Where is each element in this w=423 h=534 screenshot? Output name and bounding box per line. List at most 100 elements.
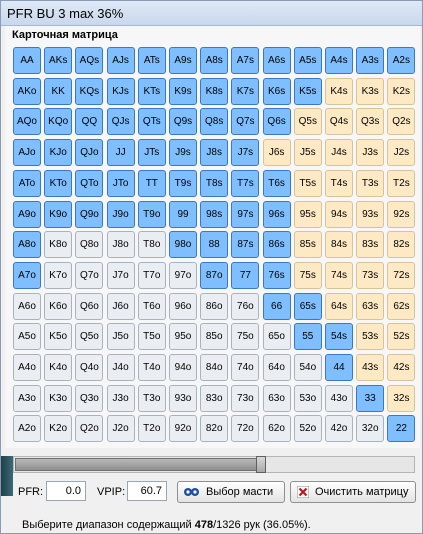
clear-matrix-button[interactable]: Очистить матрицу (290, 481, 416, 503)
hand-cell-a3s[interactable]: A3s (356, 47, 385, 74)
hand-cell-a5s[interactable]: A5s (293, 47, 322, 74)
hand-cell-a8s[interactable]: A8s (200, 47, 229, 74)
hand-cell-t4s[interactable]: T4s (325, 169, 353, 197)
hand-cell-a7o[interactable]: A7o (13, 261, 41, 289)
hand-cell-kts[interactable]: KTs (137, 77, 166, 105)
hand-cell-tt[interactable]: TT (137, 169, 166, 197)
hand-cell-q6o[interactable]: Q6o (75, 292, 104, 320)
hand-cell-k4s[interactable]: K4s (325, 77, 353, 105)
hand-cell-t6s[interactable]: T6s (262, 169, 291, 197)
hand-cell-76o[interactable]: 76o (231, 292, 260, 320)
hand-cell-63o[interactable]: 63o (262, 384, 291, 412)
hand-cell-a9s[interactable]: A9s (169, 47, 197, 74)
hand-cell-k6s[interactable]: K6s (262, 77, 291, 105)
hand-cell-j6o[interactable]: J6o (106, 292, 135, 320)
hand-cell-a6s[interactable]: A6s (262, 47, 291, 74)
hand-cell-72s[interactable]: 72s (387, 261, 416, 289)
hand-cell-k9o[interactable]: K9o (44, 200, 73, 228)
hand-cell-54o[interactable]: 54o (293, 354, 322, 381)
hand-cell-83s[interactable]: 83s (356, 231, 385, 259)
hand-cell-33[interactable]: 33 (356, 384, 385, 412)
hand-cell-t2s[interactable]: T2s (387, 169, 416, 197)
hand-cell-q2o[interactable]: Q2o (75, 415, 104, 443)
hand-cell-63s[interactable]: 63s (356, 292, 385, 320)
hand-cell-a7s[interactable]: A7s (231, 47, 260, 74)
hand-cell-93o[interactable]: 93o (169, 384, 197, 412)
hand-cell-a8o[interactable]: A8o (13, 231, 41, 259)
hand-cell-22[interactable]: 22 (387, 415, 416, 443)
hand-cell-k2s[interactable]: K2s (387, 77, 416, 105)
hand-cell-q8s[interactable]: Q8s (200, 108, 229, 136)
hand-cell-ats[interactable]: ATs (137, 47, 166, 74)
hand-cell-q8o[interactable]: Q8o (75, 231, 104, 259)
hand-cell-a3o[interactable]: A3o (13, 384, 41, 412)
hand-cell-a6o[interactable]: A6o (13, 292, 41, 320)
hand-cell-ajo[interactable]: AJo (13, 139, 41, 167)
hand-cell-53s[interactable]: 53s (356, 323, 385, 351)
hand-cell-94s[interactable]: 94s (325, 200, 353, 228)
hand-cell-kk[interactable]: KK (44, 77, 73, 105)
hand-cell-q3s[interactable]: Q3s (356, 108, 385, 136)
hand-cell-ajs[interactable]: AJs (106, 47, 135, 74)
hand-cell-q7o[interactable]: Q7o (75, 261, 104, 289)
hand-cell-kjs[interactable]: KJs (106, 77, 135, 105)
hand-cell-j9s[interactable]: J9s (169, 139, 197, 167)
hand-cell-q4s[interactable]: Q4s (325, 108, 353, 136)
hand-cell-96s[interactable]: 96s (262, 200, 291, 228)
hand-cell-j5s[interactable]: J5s (293, 139, 322, 167)
hand-cell-qto[interactable]: QTo (75, 169, 104, 197)
hand-cell-62o[interactable]: 62o (262, 415, 291, 443)
hand-cell-a2o[interactable]: A2o (13, 415, 41, 443)
hand-cell-98o[interactable]: 98o (169, 231, 197, 259)
hand-cell-t6o[interactable]: T6o (137, 292, 166, 320)
hand-cell-t7s[interactable]: T7s (231, 169, 260, 197)
hand-cell-65o[interactable]: 65o (262, 323, 291, 351)
hand-cell-j7s[interactable]: J7s (231, 139, 260, 167)
hand-cell-97s[interactable]: 97s (231, 200, 260, 228)
hand-cell-66[interactable]: 66 (262, 292, 291, 320)
hand-cell-82o[interactable]: 82o (200, 415, 229, 443)
hand-cell-87s[interactable]: 87s (231, 231, 260, 259)
hand-cell-qts[interactable]: QTs (137, 108, 166, 136)
hand-cell-q5s[interactable]: Q5s (293, 108, 322, 136)
hand-cell-95s[interactable]: 95s (293, 200, 322, 228)
hand-cell-k7o[interactable]: K7o (44, 261, 73, 289)
hand-cell-qjo[interactable]: QJo (75, 139, 104, 167)
hand-cell-55[interactable]: 55 (293, 323, 322, 351)
hand-cell-k9s[interactable]: K9s (169, 77, 197, 105)
hand-cell-aqo[interactable]: AQo (13, 108, 41, 136)
hand-cell-87o[interactable]: 87o (200, 261, 229, 289)
hand-cell-62s[interactable]: 62s (387, 292, 416, 320)
hand-cell-kjo[interactable]: KJo (44, 139, 73, 167)
hand-cell-88[interactable]: 88 (200, 231, 229, 259)
hand-cell-k5s[interactable]: K5s (293, 77, 322, 105)
hand-cell-j4o[interactable]: J4o (106, 354, 135, 381)
hand-cell-kqs[interactable]: KQs (75, 77, 104, 105)
hand-cell-kto[interactable]: KTo (44, 169, 73, 197)
hand-cell-a4s[interactable]: A4s (325, 47, 353, 74)
hand-cell-t7o[interactable]: T7o (137, 261, 166, 289)
hand-cell-32s[interactable]: 32s (387, 384, 416, 412)
hand-cell-76s[interactable]: 76s (262, 261, 291, 289)
hand-cell-a2s[interactable]: A2s (387, 47, 416, 74)
hand-cell-a5o[interactable]: A5o (13, 323, 41, 351)
hand-cell-52s[interactable]: 52s (387, 323, 416, 351)
hand-cell-64o[interactable]: 64o (262, 354, 291, 381)
hand-cell-44[interactable]: 44 (325, 354, 353, 381)
hand-cell-q2s[interactable]: Q2s (387, 108, 416, 136)
hand-cell-42o[interactable]: 42o (325, 415, 353, 443)
hand-cell-86o[interactable]: 86o (200, 292, 229, 320)
hand-cell-t9o[interactable]: T9o (137, 200, 166, 228)
hand-cell-q7s[interactable]: Q7s (231, 108, 260, 136)
hand-cell-jts[interactable]: JTs (137, 139, 166, 167)
vpip-field[interactable]: 60.7 (127, 481, 167, 501)
hand-cell-t2o[interactable]: T2o (137, 415, 166, 443)
hand-cell-t3o[interactable]: T3o (137, 384, 166, 412)
hand-cell-q5o[interactable]: Q5o (75, 323, 104, 351)
hand-cell-k3o[interactable]: K3o (44, 384, 73, 412)
hand-cell-q4o[interactable]: Q4o (75, 354, 104, 381)
hand-cell-q6s[interactable]: Q6s (262, 108, 291, 136)
range-slider[interactable] (13, 456, 415, 473)
hand-cell-84o[interactable]: 84o (200, 354, 229, 381)
hand-cell-aa[interactable]: AA (13, 47, 41, 74)
